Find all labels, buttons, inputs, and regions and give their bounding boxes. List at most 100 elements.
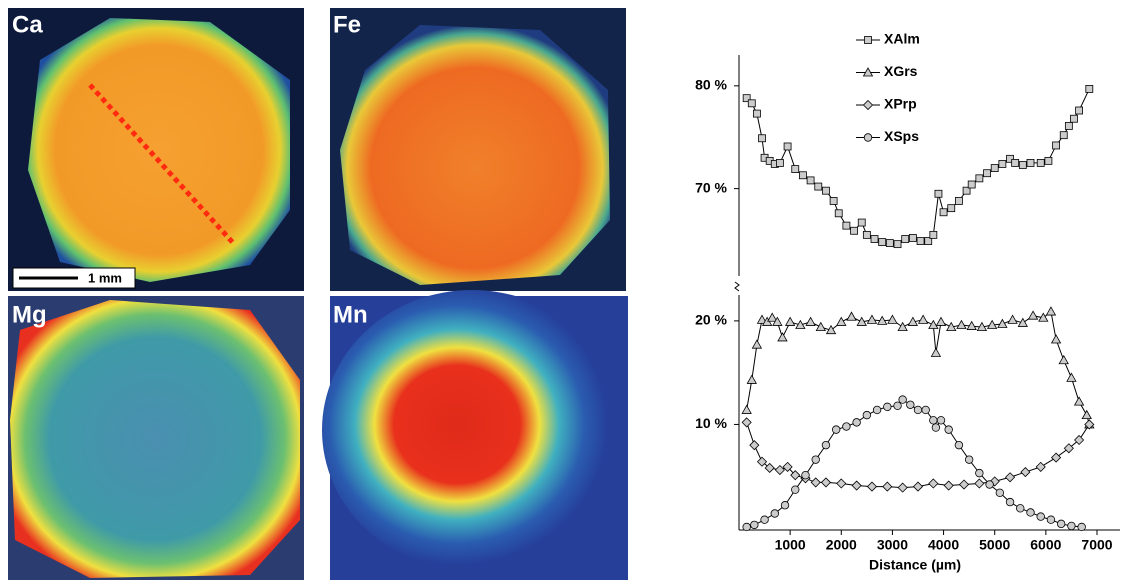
marker [967, 180, 976, 189]
marker [742, 94, 751, 103]
marker [751, 339, 763, 349]
marker [975, 468, 984, 478]
x-axis-label: Distance (µm) [869, 557, 961, 573]
marker [752, 109, 761, 118]
marker [1067, 521, 1076, 531]
map-crystal [10, 300, 300, 578]
marker [921, 405, 930, 415]
x-tick-label: 2000 [826, 537, 857, 553]
marker [850, 226, 858, 235]
map-crystal [322, 290, 622, 570]
marker [805, 316, 816, 326]
series-line [746, 398, 1082, 528]
marker [790, 470, 801, 481]
marker [893, 401, 902, 411]
marker [954, 440, 964, 450]
marker [758, 134, 766, 143]
marker [907, 316, 919, 326]
marker [986, 319, 998, 329]
marker [829, 197, 838, 205]
marker [929, 230, 938, 239]
marker [943, 480, 954, 491]
marker [1011, 159, 1020, 167]
marker [842, 221, 851, 230]
marker [897, 482, 908, 493]
marker [955, 197, 963, 205]
marker [897, 321, 908, 332]
marker [866, 481, 878, 492]
legend-label: XGrs [884, 63, 918, 79]
marker [772, 316, 783, 326]
marker [939, 208, 948, 217]
marker [1084, 419, 1095, 430]
marker [924, 237, 933, 245]
marker [1004, 472, 1016, 483]
marker [1052, 141, 1060, 150]
marker [834, 209, 843, 218]
marker [1038, 312, 1049, 322]
marker [1059, 131, 1068, 140]
marker [913, 405, 923, 415]
scale-bar-label: 1 mm [88, 270, 122, 285]
marker [1046, 515, 1056, 524]
marker [741, 404, 752, 414]
marker [928, 319, 939, 329]
marker [780, 501, 790, 510]
marker [887, 314, 898, 324]
y-tick-label: 10 % [695, 415, 727, 431]
marker [747, 99, 756, 108]
marker [1051, 452, 1062, 463]
marker [856, 316, 867, 326]
marker [1026, 508, 1035, 517]
marker [774, 464, 785, 476]
x-tick-label: 1000 [775, 537, 806, 553]
marker [1081, 409, 1092, 420]
marker [1044, 156, 1053, 165]
marker [791, 165, 800, 173]
marker [862, 410, 872, 420]
map-crystal [28, 18, 290, 282]
marker [944, 425, 953, 434]
marker [997, 318, 1008, 328]
map-panels: Ca Fe Mg Mn 1 mm [8, 8, 628, 580]
marker [811, 455, 820, 464]
marker [820, 477, 832, 488]
legend-label: XPrp [884, 96, 917, 112]
map-label: Ca [12, 11, 43, 38]
marker [777, 332, 788, 342]
marker [822, 186, 830, 195]
marker [1026, 159, 1035, 167]
marker [852, 418, 861, 427]
marker [998, 160, 1007, 168]
marker [1006, 154, 1014, 163]
marker [962, 186, 971, 195]
y-tick-label: 20 % [695, 312, 727, 328]
axis-break [734, 281, 740, 292]
marker [1036, 159, 1045, 167]
map-label: Fe [333, 11, 361, 38]
marker [1064, 122, 1073, 130]
marker [1073, 396, 1085, 406]
marker [964, 455, 974, 464]
marker [1085, 85, 1094, 93]
marker [893, 240, 902, 249]
x-tick-label: 7000 [1081, 537, 1112, 553]
marker [767, 312, 778, 322]
marker [1074, 434, 1085, 446]
marker [908, 234, 917, 242]
marker [1035, 461, 1046, 472]
marker [1058, 354, 1069, 365]
marker [1077, 522, 1086, 532]
marker [870, 235, 879, 243]
marker [885, 239, 894, 248]
y-tick-label: 70 % [695, 179, 727, 195]
marker [872, 405, 882, 415]
marker [956, 319, 967, 329]
marker [1045, 306, 1057, 316]
marker [1050, 334, 1062, 344]
marker [750, 520, 759, 530]
marker [801, 470, 810, 480]
marker [783, 142, 792, 151]
marker [1063, 443, 1074, 454]
marker [946, 321, 957, 332]
